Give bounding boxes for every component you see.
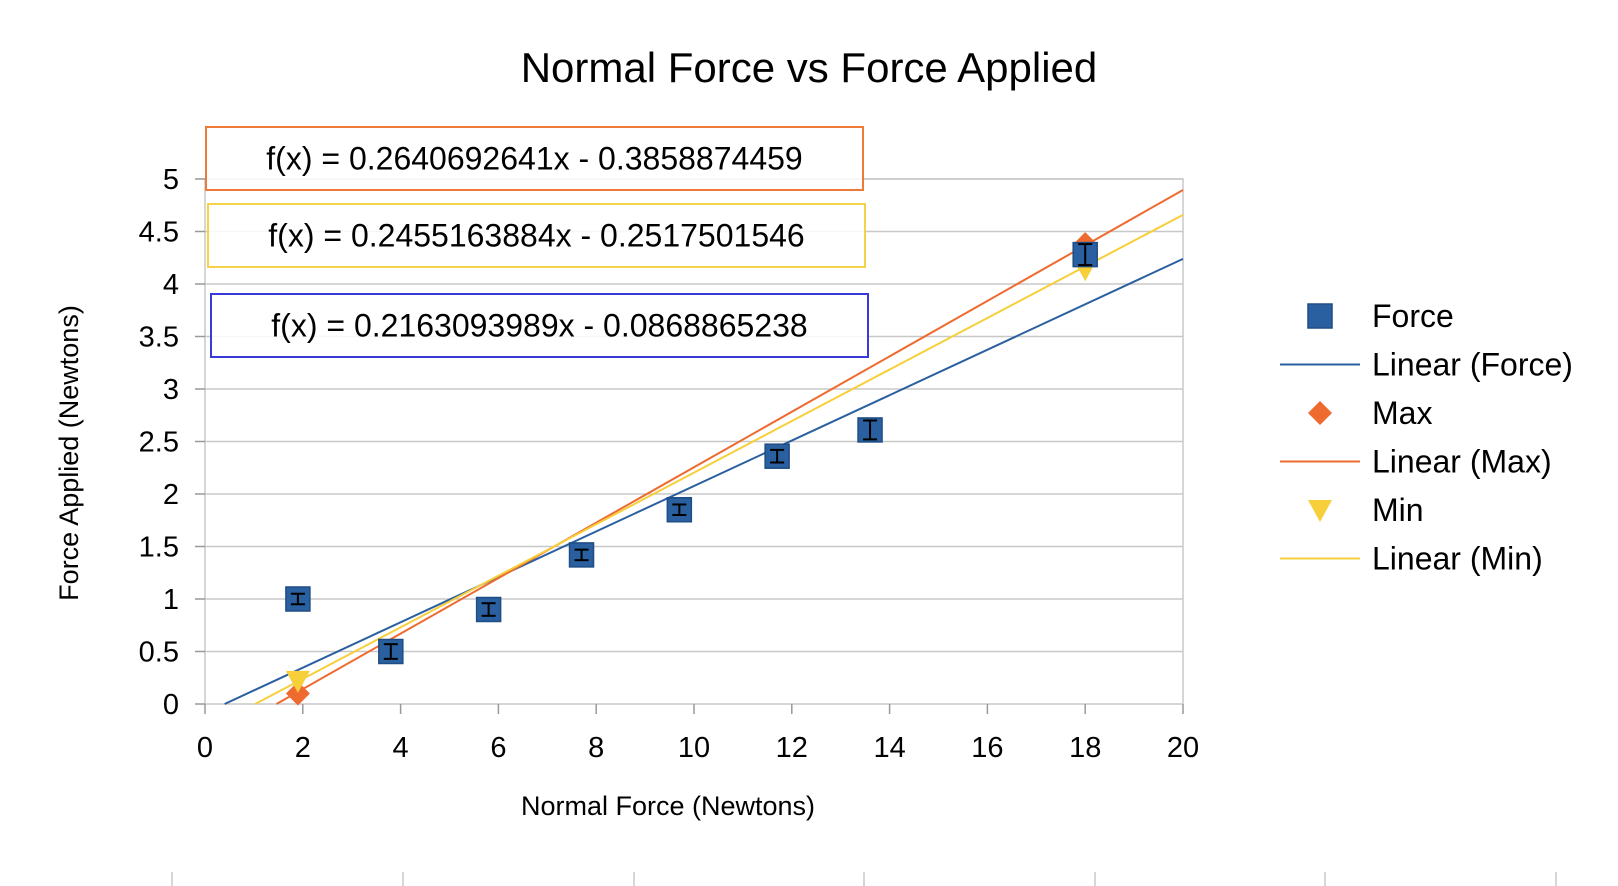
footer-ruler: [171, 872, 1557, 886]
x-tick-label: 4: [393, 732, 409, 764]
legend-label: Min: [1372, 492, 1424, 528]
y-tick-label: 1.5: [139, 532, 179, 564]
x-tick-label: 6: [490, 732, 506, 764]
legend-label: Force: [1372, 298, 1454, 334]
x-tick-label: 10: [678, 732, 710, 764]
legend-swatch-marker: [1308, 500, 1332, 522]
x-tick-label: 8: [588, 732, 604, 764]
x-axis-title: Normal Force (Newtons): [521, 791, 815, 821]
legend-swatch-marker: [1308, 401, 1332, 425]
legend-label: Linear (Min): [1372, 541, 1543, 577]
equation-label: f(x) = 0.2163093989x - 0.0868865238: [271, 308, 807, 344]
y-axis: 0 0.5 1 1.5 2 2.5 3 3.5 4 4.5 5: [139, 164, 205, 721]
equation-box: [207, 203, 866, 268]
data-point-min: [285, 670, 310, 693]
y-tick-label: 3: [163, 374, 179, 406]
y-tick-label: 3.5: [139, 322, 179, 354]
x-tick-label: 0: [197, 732, 213, 764]
equation-box: [205, 126, 864, 191]
trendline: [224, 257, 1184, 705]
y-tick-label: 2.5: [139, 427, 179, 459]
x-tick-label: 12: [776, 732, 808, 764]
chart-title: Normal Force vs Force Applied: [521, 44, 1098, 91]
y-tick-label: 0.5: [139, 637, 179, 669]
y-tick-label: 2: [163, 479, 179, 511]
x-tick-label: 18: [1069, 732, 1101, 764]
x-axis: 0 2 4 6 8 10 12 14 16 18 20: [197, 704, 1199, 764]
legend-label: Linear (Force): [1372, 347, 1573, 383]
trendline: [275, 189, 1184, 705]
trendline: [254, 213, 1184, 705]
equation-boxes: f(x) = 0.2640692641x - 0.3858874459 f(x) …: [205, 126, 869, 358]
legend-swatch-marker: [1307, 303, 1333, 329]
y-tick-label: 1: [163, 584, 179, 616]
y-tick-label: 4: [163, 269, 179, 301]
y-axis-title: Force Applied (Newtons): [54, 305, 84, 601]
y-tick-label: 4.5: [139, 217, 179, 249]
x-tick-label: 2: [295, 732, 311, 764]
data-point-max: [285, 681, 310, 706]
x-tick-label: 14: [873, 732, 905, 764]
legend: Force Linear (Force) Max Linear (Max) Min Lin…: [1280, 298, 1573, 577]
x-tick-label: 16: [971, 732, 1003, 764]
y-tick-label: 5: [163, 164, 179, 196]
equation-box: [210, 293, 869, 358]
data-markers: [285, 232, 1098, 706]
y-tick-label: 0: [163, 689, 179, 721]
legend-label: Linear (Max): [1372, 444, 1552, 480]
equation-label: f(x) = 0.2455163884x - 0.2517501546: [268, 218, 804, 254]
x-tick-label: 20: [1167, 732, 1199, 764]
equation-label: f(x) = 0.2640692641x - 0.3858874459: [266, 141, 802, 177]
legend-label: Max: [1372, 395, 1432, 431]
trendlines: [224, 189, 1184, 705]
